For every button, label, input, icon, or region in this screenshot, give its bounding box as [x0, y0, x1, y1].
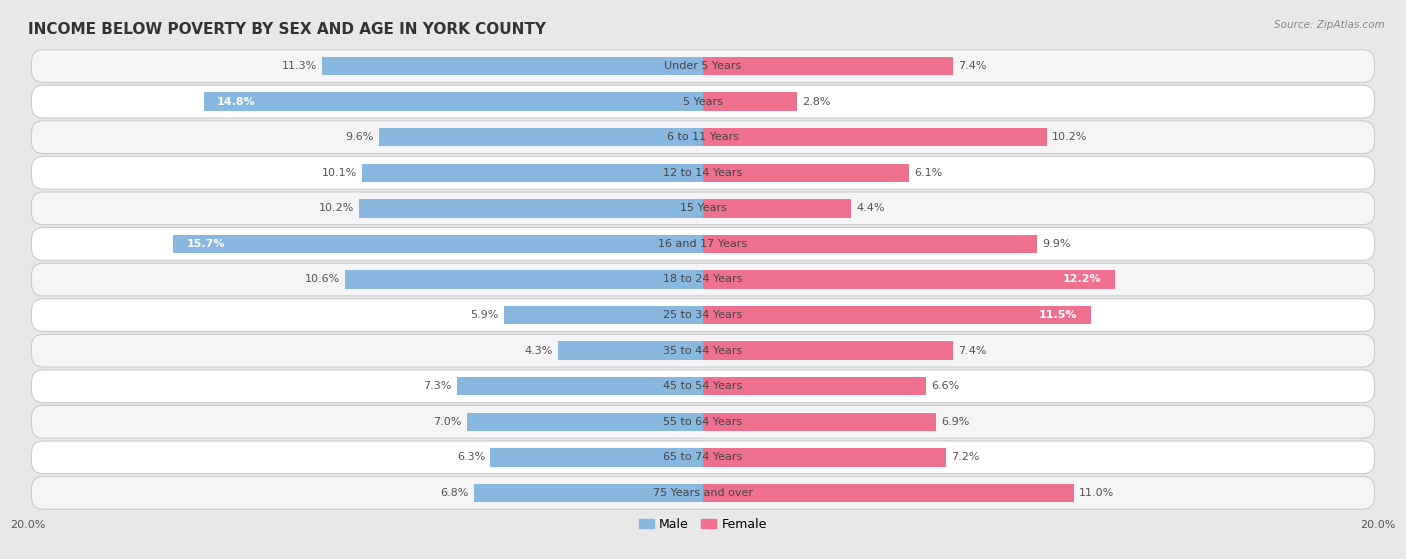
Text: 15 Years: 15 Years [679, 203, 727, 214]
FancyBboxPatch shape [31, 192, 1375, 225]
Text: 65 to 74 Years: 65 to 74 Years [664, 452, 742, 462]
Bar [204, 92, 703, 111]
Bar [703, 413, 936, 431]
Bar [703, 270, 1115, 289]
Bar [491, 448, 703, 467]
Bar [457, 377, 703, 395]
FancyBboxPatch shape [31, 299, 1375, 331]
Text: 11.3%: 11.3% [281, 61, 316, 71]
Text: 4.3%: 4.3% [524, 345, 553, 356]
Text: 10.2%: 10.2% [1052, 132, 1088, 142]
Text: 5 Years: 5 Years [683, 97, 723, 107]
Bar [703, 377, 925, 395]
Text: 11.5%: 11.5% [1039, 310, 1077, 320]
Text: 11.0%: 11.0% [1080, 488, 1115, 498]
Text: 55 to 64 Years: 55 to 64 Years [664, 417, 742, 427]
Bar [703, 92, 797, 111]
Text: 6.3%: 6.3% [457, 452, 485, 462]
Text: 5.9%: 5.9% [471, 310, 499, 320]
Text: 6.9%: 6.9% [941, 417, 969, 427]
Text: Under 5 Years: Under 5 Years [665, 61, 741, 71]
Bar [322, 57, 703, 75]
Bar [703, 199, 852, 217]
Text: 6.1%: 6.1% [914, 168, 942, 178]
Bar [359, 199, 703, 217]
Text: 16 and 17 Years: 16 and 17 Years [658, 239, 748, 249]
Text: 10.6%: 10.6% [305, 274, 340, 285]
Bar [703, 484, 1074, 502]
Bar [380, 128, 703, 146]
Text: 9.6%: 9.6% [346, 132, 374, 142]
FancyBboxPatch shape [31, 405, 1375, 438]
FancyBboxPatch shape [31, 157, 1375, 189]
Text: 75 Years and over: 75 Years and over [652, 488, 754, 498]
Bar [703, 164, 908, 182]
Text: 6.8%: 6.8% [440, 488, 468, 498]
Bar [703, 57, 953, 75]
Bar [467, 413, 703, 431]
FancyBboxPatch shape [31, 334, 1375, 367]
Text: 12 to 14 Years: 12 to 14 Years [664, 168, 742, 178]
Bar [474, 484, 703, 502]
Bar [173, 235, 703, 253]
Bar [503, 306, 703, 324]
Text: 7.0%: 7.0% [433, 417, 461, 427]
Text: 35 to 44 Years: 35 to 44 Years [664, 345, 742, 356]
Text: Source: ZipAtlas.com: Source: ZipAtlas.com [1274, 20, 1385, 30]
Bar [363, 164, 703, 182]
FancyBboxPatch shape [31, 121, 1375, 154]
FancyBboxPatch shape [31, 441, 1375, 473]
Text: 7.4%: 7.4% [957, 345, 986, 356]
Text: 45 to 54 Years: 45 to 54 Years [664, 381, 742, 391]
Text: INCOME BELOW POVERTY BY SEX AND AGE IN YORK COUNTY: INCOME BELOW POVERTY BY SEX AND AGE IN Y… [28, 22, 546, 36]
Text: 25 to 34 Years: 25 to 34 Years [664, 310, 742, 320]
Bar [703, 235, 1038, 253]
Text: 10.1%: 10.1% [322, 168, 357, 178]
Bar [703, 342, 953, 360]
Text: 6.6%: 6.6% [931, 381, 959, 391]
Text: 14.8%: 14.8% [217, 97, 256, 107]
Bar [346, 270, 703, 289]
FancyBboxPatch shape [31, 370, 1375, 402]
Text: 12.2%: 12.2% [1063, 274, 1101, 285]
Text: 7.3%: 7.3% [423, 381, 451, 391]
Text: 7.4%: 7.4% [957, 61, 986, 71]
Bar [558, 342, 703, 360]
Text: 9.9%: 9.9% [1042, 239, 1070, 249]
Bar [703, 128, 1047, 146]
Text: 10.2%: 10.2% [318, 203, 354, 214]
Text: 6 to 11 Years: 6 to 11 Years [666, 132, 740, 142]
FancyBboxPatch shape [31, 86, 1375, 118]
FancyBboxPatch shape [31, 477, 1375, 509]
Legend: Male, Female: Male, Female [634, 513, 772, 536]
Bar [703, 306, 1091, 324]
Text: 4.4%: 4.4% [856, 203, 884, 214]
Bar [703, 448, 946, 467]
FancyBboxPatch shape [31, 263, 1375, 296]
Text: 7.2%: 7.2% [950, 452, 980, 462]
FancyBboxPatch shape [31, 50, 1375, 82]
Text: 2.8%: 2.8% [803, 97, 831, 107]
Text: 15.7%: 15.7% [187, 239, 225, 249]
FancyBboxPatch shape [31, 228, 1375, 260]
Text: 18 to 24 Years: 18 to 24 Years [664, 274, 742, 285]
